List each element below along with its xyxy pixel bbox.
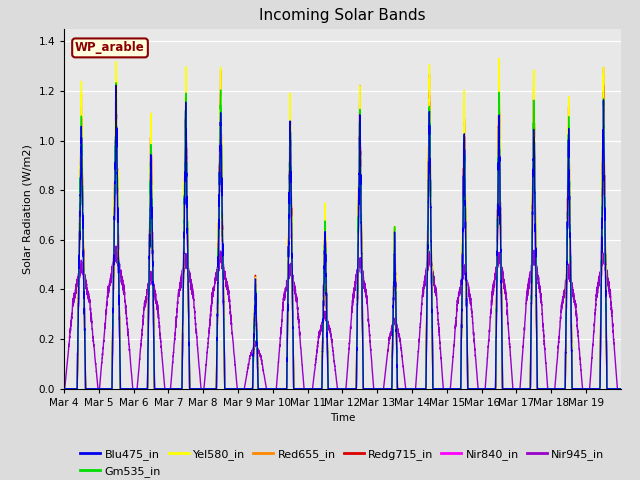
X-axis label: Time: Time [330,413,355,423]
Legend: Blu475_in, Gm535_in, Yel580_in, Red655_in, Redg715_in, Nir840_in, Nir945_in: Blu475_in, Gm535_in, Yel580_in, Red655_i… [76,445,609,480]
Y-axis label: Solar Radiation (W/m2): Solar Radiation (W/m2) [23,144,33,274]
Text: WP_arable: WP_arable [75,41,145,54]
Title: Incoming Solar Bands: Incoming Solar Bands [259,9,426,24]
